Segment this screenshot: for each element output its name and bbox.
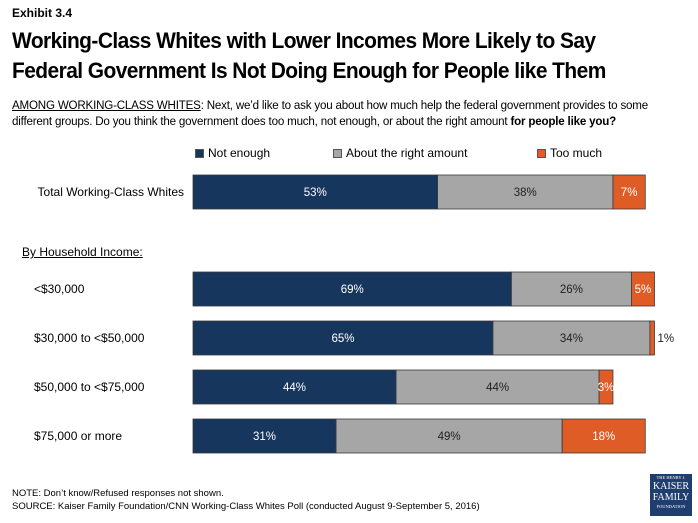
kff-logo: THE HENRY J. KAISER FAMILY FOUNDATION [650,474,692,516]
legend-label: About the right amount [346,146,468,160]
data-label: 69% [341,284,364,296]
data-label: 38% [514,187,537,199]
legend-swatch-too-much [537,148,546,158]
bar-not-enough [192,320,494,356]
data-label: 3% [598,382,615,394]
category-label: Total Working-Class Whites [37,185,184,199]
bar-right-amount [395,369,600,405]
bar-too-much [598,369,614,405]
logo-line: FOUNDATION [656,504,686,509]
bar-too-much [612,174,646,210]
question-text: AMONG WORKING-CLASS WHITES: Next, we’d l… [12,97,668,129]
note-text: NOTE: Don’t know/Refused responses not s… [12,488,224,499]
bar-right-amount [492,320,651,356]
bar-not-enough [192,271,512,307]
legend-item-too-much: Too much [537,146,602,160]
data-label: 65% [331,333,354,345]
data-label: 1% [658,333,675,345]
legend-item-not-enough: Not enough [195,146,270,160]
data-label: 5% [635,284,652,296]
question-lead: AMONG WORKING-CLASS WHITES [12,98,201,112]
section-label: By Household Income: [22,245,143,259]
bar-too-much [561,418,646,454]
legend-label: Not enough [208,146,271,160]
category-label: $75,000 or more [34,429,123,443]
logo-line: THE HENRY J. [656,475,686,480]
bar-right-amount [511,271,632,307]
question-body: : Next, we’d like to ask you about how m… [12,98,648,128]
data-label: 34% [560,333,583,345]
legend-label: Too much [550,146,603,160]
legend-swatch-not-enough [195,148,204,158]
data-label: 31% [253,431,276,443]
category-label: <$30,000 [34,282,85,296]
legend-swatch-right-amount [333,148,342,158]
chart-title: Working-Class Whites with Lower Incomes … [12,26,644,86]
data-label: 44% [486,382,509,394]
data-label: 49% [438,431,461,443]
bar-too-much [649,320,655,356]
data-label: 18% [592,431,615,443]
data-label: 44% [283,382,306,394]
logo-line: KAISER [652,481,690,492]
exhibit-label: Exhibit 3.4 [12,6,73,20]
title-line-2: Federal Government Is Not Doing Enough f… [12,58,606,83]
logo-line: FAMILY [652,492,690,503]
data-label: 53% [304,187,327,199]
question-bold: for people like you? [510,114,617,128]
bar-too-much [631,271,655,307]
category-label: $30,000 to <$50,000 [34,331,145,345]
data-label: 26% [560,284,583,296]
bar-not-enough [192,369,397,405]
legend-item-right-amount: About the right amount [333,146,467,160]
bar-right-amount [437,174,614,210]
bar-not-enough [192,418,337,454]
source-text: SOURCE: Kaiser Family Foundation/CNN Wor… [12,501,480,512]
bar-right-amount [335,418,563,454]
data-label: 7% [621,187,638,199]
category-label: $50,000 to <$75,000 [34,380,145,394]
title-line-1: Working-Class Whites with Lower Incomes … [12,28,596,53]
